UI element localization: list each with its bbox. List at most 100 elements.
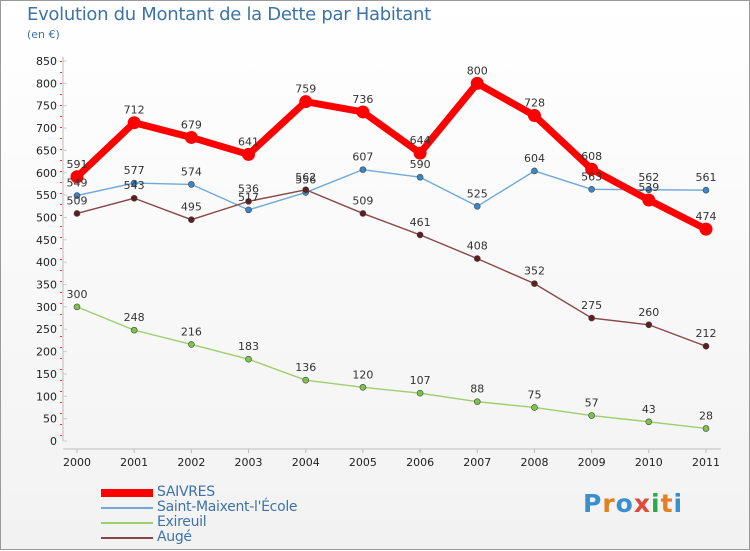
y-tick-label: 150 (36, 368, 57, 381)
data-label: 641 (238, 135, 259, 148)
data-point (588, 314, 595, 322)
data-label: 474 (696, 210, 717, 223)
data-label: 543 (124, 179, 145, 192)
data-label: 608 (581, 150, 602, 163)
data-point (531, 280, 538, 287)
series-labels: 549 577 574 517 556 607 590 525 604 563 562 561 300 2… (67, 64, 717, 422)
data-label: 300 (67, 288, 88, 301)
x-tick-label: 2006 (406, 456, 434, 469)
data-point (299, 95, 313, 109)
data-point (245, 355, 252, 363)
data-point (585, 162, 599, 176)
chart-title: Evolution du Montant de la Dette par Hab… (27, 4, 431, 25)
data-point (356, 105, 370, 119)
x-tick-label: 2000 (63, 456, 91, 469)
data-label: 136 (295, 361, 316, 374)
data-point (245, 206, 252, 214)
data-label: 57 (585, 397, 599, 410)
data-label: 577 (124, 164, 145, 177)
data-label: 120 (352, 368, 373, 381)
legend-label: Saint-Maixent-l'École (157, 499, 298, 515)
logo-letter: i (673, 489, 684, 518)
y-tick-label: 500 (36, 211, 57, 224)
data-point (184, 130, 198, 144)
data-label: 712 (124, 104, 145, 117)
data-label: 28 (699, 409, 713, 422)
x-tick-label: 2009 (578, 456, 606, 469)
data-point (588, 186, 595, 193)
y-tick-label: 50 (43, 413, 57, 426)
data-point (73, 303, 81, 311)
legend-label: Augé (157, 529, 192, 545)
data-label: 509 (67, 194, 88, 207)
logo-letter: r (602, 489, 616, 518)
data-point (699, 222, 713, 236)
series-line (76, 189, 707, 347)
data-point (702, 186, 710, 194)
data-label: 539 (638, 181, 659, 194)
data-point (73, 210, 81, 217)
y-tick-label: 100 (36, 390, 57, 403)
data-point (645, 321, 653, 329)
legend-swatch (101, 507, 153, 509)
data-label: 604 (524, 152, 545, 165)
data-point (416, 389, 424, 397)
data-point (702, 425, 710, 432)
series-lines (73, 79, 710, 430)
legend-swatch (101, 537, 153, 539)
y-tick-label: 650 (36, 144, 57, 157)
data-point (130, 326, 138, 334)
data-label: 107 (410, 374, 431, 387)
data-point (70, 170, 84, 184)
y-tick-label: 450 (36, 234, 57, 247)
x-tick-label: 2010 (635, 456, 663, 469)
x-tick-label: 2001 (120, 456, 148, 469)
data-label: 556 (295, 173, 316, 186)
data-point (359, 384, 367, 391)
legend-label: Exireuil (157, 514, 207, 530)
y-tick-label: 350 (36, 279, 57, 292)
data-label: 216 (181, 325, 202, 338)
data-label: 517 (238, 191, 259, 204)
data-point (302, 186, 310, 194)
x-tick-label: 2004 (292, 456, 320, 469)
data-point (188, 181, 195, 188)
data-label: 728 (524, 97, 545, 110)
y-tick-label: 850 (36, 55, 57, 68)
legend-swatch (101, 489, 153, 497)
data-point (73, 192, 81, 199)
data-point (359, 210, 367, 217)
y-tick-label: 200 (36, 346, 57, 359)
data-point (645, 186, 653, 194)
data-label: 590 (410, 158, 431, 171)
data-label: 43 (642, 403, 656, 416)
data-label: 574 (181, 165, 202, 178)
data-point (416, 173, 424, 181)
data-point (470, 76, 484, 90)
data-label: 183 (238, 340, 259, 353)
data-label: 248 (124, 311, 145, 324)
logo-letter: P (583, 489, 603, 518)
x-tick-label: 2002 (177, 456, 205, 469)
data-label: 88 (470, 383, 484, 396)
data-label: 800 (467, 64, 488, 77)
data-point (531, 404, 538, 411)
data-label: 408 (467, 240, 488, 253)
logo-letter: i (651, 489, 661, 518)
data-point (130, 194, 138, 202)
data-point (302, 376, 310, 384)
series-line (73, 79, 710, 233)
data-label: 591 (67, 158, 88, 171)
data-point (127, 116, 141, 130)
y-tick-label: 700 (36, 122, 57, 135)
legend-label: SAIVRES (157, 484, 215, 500)
data-point (473, 398, 481, 405)
data-label: 607 (352, 151, 373, 164)
data-point (188, 341, 195, 348)
x-tick-label: 2003 (235, 456, 263, 469)
data-point (130, 179, 138, 187)
data-point (359, 166, 367, 173)
data-point (588, 412, 595, 419)
